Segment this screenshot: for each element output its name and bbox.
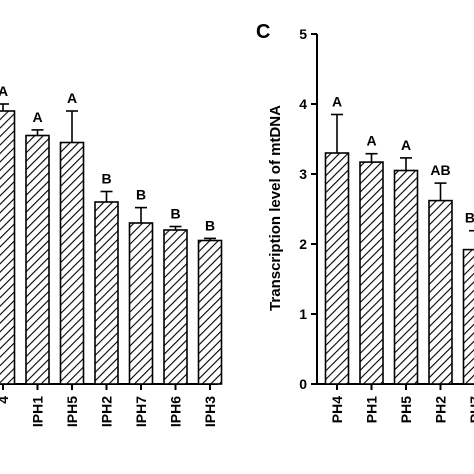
right-bar [393, 169, 419, 385]
left-x-tick-label: 4 [0, 396, 11, 404]
right-panel-chart: C Transcription level of mtDNA 0 1 2 3 4 5 A PH… [256, 21, 474, 423]
right-bar [359, 161, 384, 385]
left-bar [59, 141, 85, 385]
left-bar [94, 201, 119, 385]
left-panel-chart: A 4 A IPH1 A IPH5 B IPH2 B IPH7 B IPH6 B IPH3 [0, 83, 223, 427]
right-y-tick-label: 5 [299, 26, 307, 42]
panel-c-label: C [256, 21, 270, 43]
right-x-tick-label: PH1 [364, 396, 380, 423]
left-bar [163, 229, 188, 385]
y-axis-title: Transcription level of mtDNA [267, 105, 284, 311]
left-significance-letter: A [67, 90, 77, 106]
right-x-tick-label: PH5 [398, 396, 414, 423]
left-bar [0, 110, 16, 385]
right-significance-letter: A [366, 133, 376, 149]
right-significance-letter: A [401, 137, 411, 153]
right-significance-letter: A [332, 94, 342, 110]
right-x-tick-label: PH4 [329, 396, 345, 423]
right-y-tick-label: 2 [299, 236, 307, 252]
left-bar [128, 222, 154, 385]
right-bar [462, 248, 474, 385]
right-y-tick-label: 3 [299, 166, 307, 182]
left-x-tick-label: IPH1 [30, 396, 46, 427]
left-bar [197, 239, 223, 385]
right-y-tick-label: 0 [299, 376, 307, 392]
left-bar [25, 134, 50, 385]
right-x-tick-label: PH2 [433, 396, 449, 423]
left-significance-letter: B [101, 171, 111, 187]
left-x-tick-label: IPH2 [99, 396, 115, 427]
right-significance-letter: BC [465, 210, 474, 226]
left-significance-letter: B [136, 187, 146, 203]
right-y-tick-label: 1 [299, 306, 307, 322]
right-bar [324, 152, 350, 385]
left-x-tick-label: IPH5 [64, 396, 80, 427]
right-bar [428, 199, 453, 385]
left-significance-letter: B [205, 217, 215, 233]
left-significance-letter: A [32, 109, 42, 125]
left-significance-letter: A [0, 83, 8, 99]
left-x-tick-label: IPH7 [133, 396, 149, 427]
left-x-tick-label: IPH3 [202, 396, 218, 427]
right-significance-letter: AB [430, 162, 450, 178]
right-x-tick-label: PH7 [467, 396, 474, 423]
right-y-tick-label: 4 [299, 96, 307, 112]
left-significance-letter: B [170, 206, 180, 222]
left-x-tick-label: IPH6 [168, 396, 184, 427]
